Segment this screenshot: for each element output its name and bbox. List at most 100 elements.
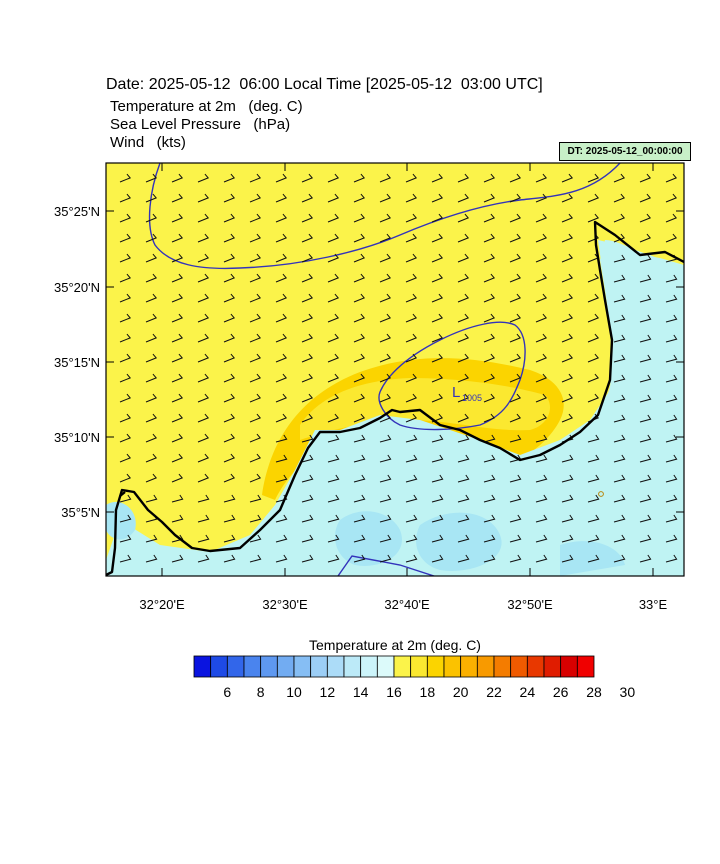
wind-barb (223, 373, 236, 383)
wind-barb (587, 534, 600, 543)
map-panel (106, 163, 684, 576)
wind-barb (275, 514, 288, 523)
wind-barb (483, 454, 496, 463)
wind-barb (639, 254, 652, 263)
wind-barb (405, 353, 418, 363)
wind-barb (535, 514, 548, 523)
wind-barb (171, 433, 184, 443)
colorbar-label: 16 (386, 684, 402, 700)
wind-barb (171, 514, 184, 523)
wind-barb (275, 393, 288, 403)
wind-barb (223, 494, 236, 503)
wind-barb (353, 393, 366, 403)
wind-barb (639, 434, 652, 443)
wind-barb (327, 434, 340, 443)
wind-barb (639, 514, 652, 523)
wind-barb (535, 494, 548, 503)
wind-barb (561, 454, 574, 463)
wind-barb (483, 253, 496, 263)
wind-barb (509, 313, 522, 323)
wind-barb (353, 554, 366, 563)
wind-barb (639, 213, 652, 223)
wind-barb (483, 554, 496, 563)
wind-barb (613, 454, 626, 463)
wind-barb (119, 253, 132, 263)
wind-barb (431, 213, 444, 223)
wind-barb (223, 413, 236, 423)
wind-barb (223, 173, 236, 183)
wind-barb (587, 393, 600, 403)
wind-barb (431, 373, 444, 383)
wind-barb (145, 313, 158, 323)
isobar-north (148, 163, 621, 270)
colorbar-label: 26 (553, 684, 569, 700)
wind-barb (535, 373, 548, 383)
wind-barb (665, 274, 678, 283)
wind-barb (353, 454, 366, 463)
wind-barb (353, 434, 366, 443)
wind-barb (665, 454, 678, 463)
wind-barb (197, 293, 210, 303)
wind-barb (301, 233, 314, 243)
coast-islet (119, 491, 126, 497)
wind-barb (275, 413, 288, 423)
wind-barb (535, 413, 548, 423)
cool-patch-4 (106, 501, 136, 540)
wind-barb (119, 534, 132, 543)
wind-barb (509, 434, 522, 443)
wind-barb (639, 494, 652, 503)
wind-barb (119, 273, 132, 283)
colorbar-label: 24 (520, 684, 536, 700)
wind-barb (379, 333, 392, 343)
wind-barb (665, 414, 678, 423)
wind-barb (119, 173, 132, 183)
colorbar-swatch (310, 655, 328, 678)
coastline (106, 220, 684, 576)
lon-ticks (161, 163, 654, 576)
colorbar-swatch (243, 655, 262, 678)
wind-barb (405, 333, 418, 343)
wind-barb (301, 474, 314, 483)
wind-barb (223, 473, 236, 483)
wind-barb (665, 434, 678, 443)
wind-barb (379, 273, 392, 283)
colorbar-label: 14 (353, 684, 369, 700)
wind-barb (535, 213, 548, 223)
wind-barb (145, 453, 158, 463)
wind-barb (561, 313, 574, 323)
wind-barb (613, 193, 626, 203)
wind-barb (613, 254, 626, 263)
wind-barb (197, 333, 210, 343)
wind-barbs (119, 173, 678, 563)
wind-barb (197, 413, 210, 423)
wind-barb (665, 294, 678, 303)
wind-barb (327, 233, 340, 243)
wind-barb (249, 433, 262, 443)
wind-barb (431, 434, 444, 443)
wind-barb (457, 193, 470, 203)
wind-barb (431, 233, 444, 243)
colorbar-swatch (576, 655, 595, 678)
wind-barb (535, 393, 548, 403)
warm-zone-inner (300, 378, 550, 440)
lon-labels: 32°20'E 32°30'E 32°40'E 32°50'E 33°E (139, 597, 667, 612)
wind-barb (197, 173, 210, 183)
wind-barb (145, 534, 158, 543)
wind-barb (197, 453, 210, 463)
wind-barb (509, 293, 522, 303)
lat-labels: 35°25'N 35°20'N 35°15'N 35°10'N 35°5'N (54, 204, 100, 520)
wind-barb (457, 233, 470, 243)
wind-barb (379, 534, 392, 543)
wind-barb (119, 193, 132, 203)
wind-barb (561, 353, 574, 363)
wind-barb (483, 293, 496, 303)
wind-barb (301, 413, 314, 423)
wind-barb (457, 514, 470, 523)
wind-barb (197, 253, 210, 263)
wind-barb (535, 273, 548, 283)
wind-barb (379, 173, 392, 183)
wind-barb (483, 514, 496, 523)
wind-barb (509, 474, 522, 483)
colorbar-label: 8 (257, 684, 265, 700)
wind-barb (275, 454, 288, 463)
